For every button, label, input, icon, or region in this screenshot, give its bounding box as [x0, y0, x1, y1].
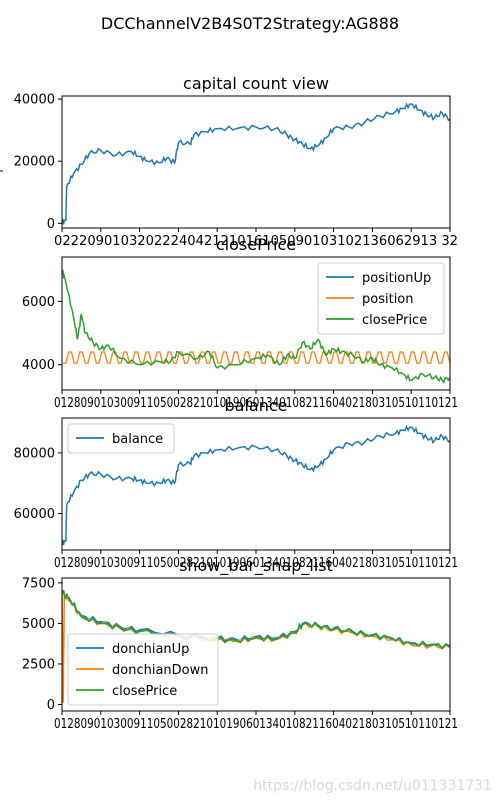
x-tick-labels: 0128090103009110500282101019060134010821… [54, 556, 458, 571]
y-tick-label: 0 [47, 698, 55, 713]
x-tick-labels: 0128090103009110500282101019060134010821… [54, 717, 458, 732]
plot-area [62, 102, 450, 225]
legend-label-closePrice: closePrice [112, 684, 177, 699]
y-tick-label: 6000 [22, 295, 55, 310]
legend-box [317, 262, 445, 335]
legend-label-closePrice: closePrice [362, 313, 427, 328]
legend-label-positionUp: positionUp [362, 271, 431, 286]
x-tick-labels: 0222090103202224042121016105090103102136… [54, 234, 458, 249]
x-tick-labels: 0128090103009110500282101019060134010821… [54, 396, 458, 411]
series-line- [62, 102, 450, 225]
y-tick-label: 0 [47, 217, 55, 232]
plot-area [62, 589, 450, 703]
subplot-title: capital count view [183, 74, 329, 93]
watermark: https://blog.csdn.net/u011331731 [253, 778, 492, 794]
subplot-4: 0 2500 5000 7500 012809010300911050028210101… [22, 556, 458, 732]
subplot-title: show_bar_snap_list [179, 556, 333, 576]
y-tick-label: 20000 [14, 155, 55, 170]
y-tick-label: 5000 [22, 617, 55, 632]
series-line-balance [62, 424, 450, 546]
subplot-1: 0 20000 40000 02220901032022240421210161050… [0, 74, 458, 249]
legend-box [67, 633, 219, 706]
y-tick-label: 7500 [22, 576, 55, 591]
series-line-donchianUp [62, 589, 450, 649]
legend: balance [67, 423, 175, 454]
subplot-title: balance [225, 396, 288, 415]
subplot-2: 4000 6000 01280901030091105002821010190601… [22, 235, 458, 411]
legend: positionUp position closePrice [317, 262, 445, 335]
y-tick-label: 60000 [14, 507, 55, 522]
series-line-closePrice [62, 269, 450, 384]
series-line-closePrice [62, 591, 450, 650]
legend: donchianUp donchianDown closePrice [67, 633, 219, 706]
legend-label-position: position [362, 292, 414, 307]
y-tick-label: 4000 [22, 358, 55, 373]
y-tick-label: 2500 [22, 657, 55, 672]
legend-box [67, 423, 175, 454]
y-tick-label: 40000 [14, 93, 55, 108]
plot-area [62, 424, 450, 546]
subplot-title: closePrice [216, 235, 296, 254]
subplot-3: 60000 80000 012809010300911050028210101906… [14, 396, 458, 571]
figure-suptitle: DCChannelV2B4S0T2Strategy:AG888 [101, 14, 399, 33]
axes-frame [61, 95, 451, 229]
legend-label-donchianDown: donchianDown [112, 663, 208, 678]
legend-label-donchianUp: donchianUp [112, 642, 189, 657]
y-tick-label: 80000 [14, 446, 55, 461]
plot-area [62, 269, 450, 384]
series-line-position [63, 351, 450, 364]
legend-label-balance: balance [112, 432, 163, 447]
